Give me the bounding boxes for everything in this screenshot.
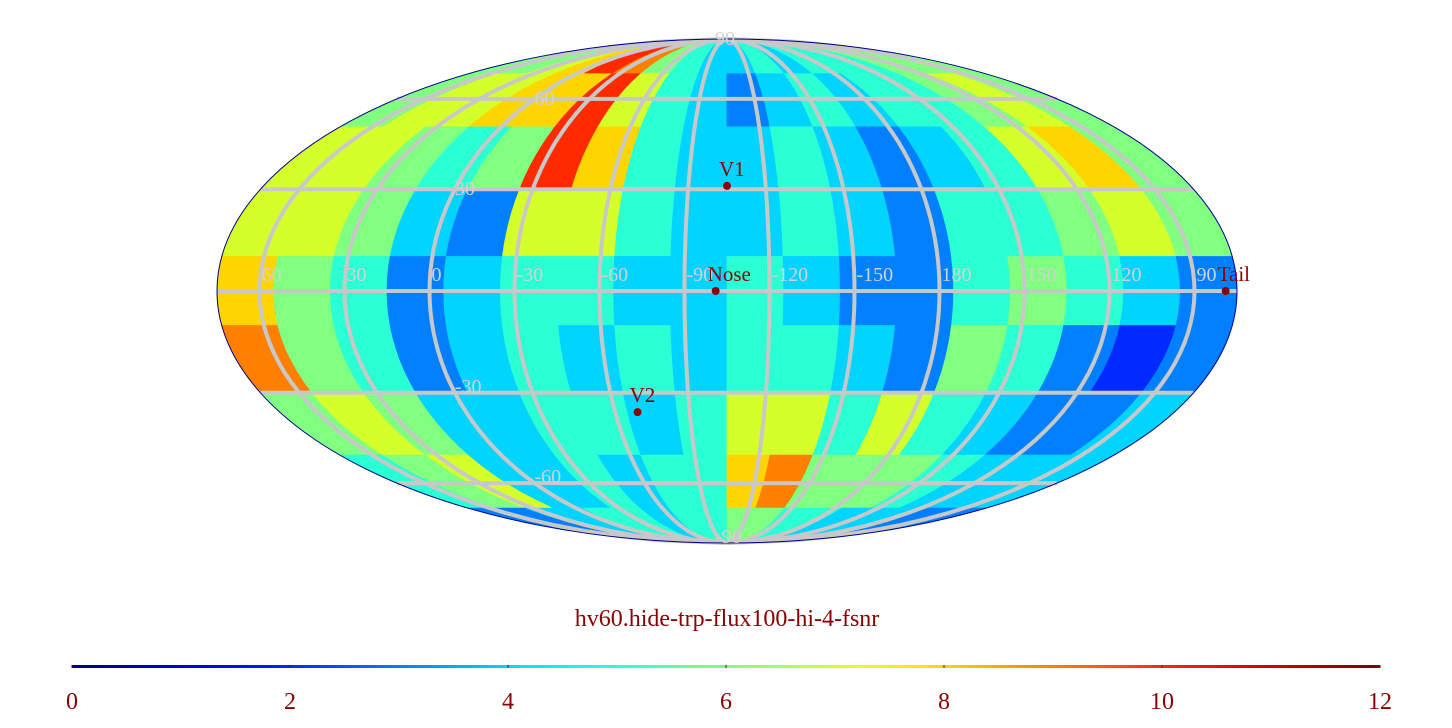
colorbar-tick-label: 8 [938,689,950,715]
heat-cell [614,188,676,257]
heat-cell [558,325,624,394]
point-marker [711,287,720,295]
point-marker [1221,287,1230,295]
lat-tick-label: 60 [534,88,554,110]
point-marker [633,408,642,417]
lon-tick-label: 90 [1197,264,1217,286]
lon-tick-label: -60 [602,264,629,286]
lon-tick-label: 60 [262,264,282,286]
point-marker [723,181,731,190]
colorbar-tick-label: 10 [1150,689,1174,715]
heat-cell [726,188,784,257]
grid-labels: 60 30 0 -30 -60 -90 -120 -150 180 150 120 90 90 60 30 -… [262,28,1217,548]
heat-cell [674,392,728,456]
point-label: V1 [719,157,745,181]
lat-tick-label: -90 [715,526,742,548]
chart-title: hv60.hide-trp-flux100-hi-4-fsnr [575,606,880,632]
lon-tick-label: -30 [517,264,544,286]
point-label: Tail [1218,262,1251,286]
heat-cell [726,325,784,394]
lat-tick-label: 90 [715,28,735,50]
lon-tick-label: 120 [1112,264,1142,286]
heat-cell [558,188,624,257]
colorbar-ticks: 0 2 4 6 8 10 12 [66,665,1392,715]
colorbar-tick-label: 4 [502,689,514,715]
colorbar-tick-label: 0 [66,689,78,715]
lon-tick-label: 0 [432,264,442,286]
lon-tick-label: -120 [772,264,809,286]
heat-cell [778,188,840,257]
heat-cell [670,325,728,394]
heat-cell [670,188,728,257]
lat-tick-label: -60 [534,466,561,488]
heat-cell [726,392,780,456]
colorbar-tick-label: 6 [720,689,732,715]
colorbar-tick-label: 12 [1368,689,1392,715]
lon-tick-label: 180 [942,264,972,286]
point-label: Nose [708,262,751,286]
lon-tick-label: 30 [347,264,367,286]
lon-tick-label: -150 [857,264,894,286]
lon-tick-label: -90 [687,264,714,286]
lat-tick-label: 30 [455,178,475,200]
map-outline [216,38,1238,544]
colorbar-tick-label: 2 [284,689,296,715]
heat-cell [778,325,840,394]
point-label: V2 [630,383,656,407]
lon-tick-label: 150 [1027,264,1057,286]
lat-tick-label: -30 [455,376,482,398]
points: Nose V1 V2 Tail [630,157,1251,417]
